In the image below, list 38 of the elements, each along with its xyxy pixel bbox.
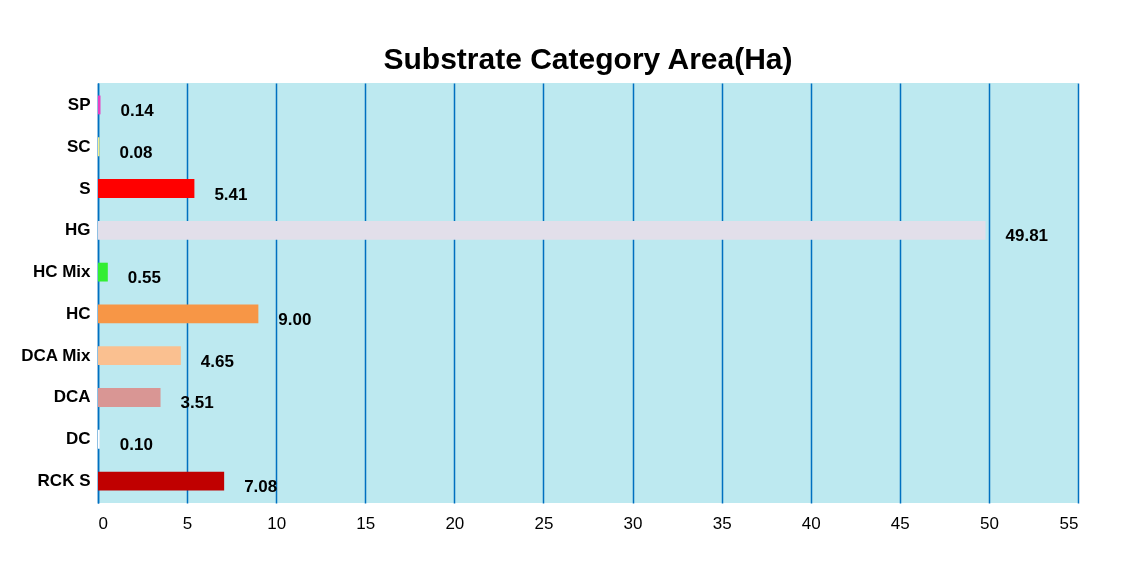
y-tick-label: SC xyxy=(66,136,91,156)
y-tick-label: DC xyxy=(65,429,91,449)
y-tick-label: HC xyxy=(65,303,91,323)
y-tick-label: HG xyxy=(65,220,91,240)
x-tick-label: 30 xyxy=(623,513,643,533)
x-tick-label: 50 xyxy=(979,513,999,533)
data-label: 0.55 xyxy=(127,268,161,288)
x-tick-label: 55 xyxy=(1059,513,1079,533)
x-tick-label: 20 xyxy=(445,513,465,533)
data-label: 49.81 xyxy=(1005,226,1049,246)
data-label: 0.10 xyxy=(119,435,153,455)
data-label: 0.08 xyxy=(119,142,153,162)
bar xyxy=(98,179,195,198)
data-label: 0.14 xyxy=(120,100,155,120)
bar xyxy=(98,304,259,324)
y-tick-label: DCA xyxy=(53,387,91,407)
x-tick-label: 10 xyxy=(267,513,287,533)
y-tick-label: HC Mix xyxy=(32,262,92,282)
y-tick-label: S xyxy=(79,178,91,198)
y-tick-label: DCA Mix xyxy=(21,345,92,365)
bar xyxy=(98,262,108,282)
bar xyxy=(98,220,986,240)
x-tick-label: 25 xyxy=(534,513,554,533)
data-label: 4.65 xyxy=(200,351,234,371)
chart-title: Substrate Category Area(Ha) xyxy=(383,42,793,75)
x-tick-label: 5 xyxy=(182,513,193,533)
bar xyxy=(98,388,161,407)
x-tick-label: 15 xyxy=(356,513,376,533)
x-tick-label: 35 xyxy=(712,513,732,533)
data-label: 9.00 xyxy=(278,309,312,329)
bar xyxy=(98,346,181,366)
x-tick-label: 40 xyxy=(801,513,821,533)
bar xyxy=(98,471,225,491)
y-tick-label: RCK S xyxy=(37,471,91,491)
data-label: 5.41 xyxy=(214,184,248,204)
y-tick-label: SP xyxy=(67,94,91,114)
x-tick-label: 0 xyxy=(98,513,108,533)
x-tick-label: 45 xyxy=(890,513,910,533)
